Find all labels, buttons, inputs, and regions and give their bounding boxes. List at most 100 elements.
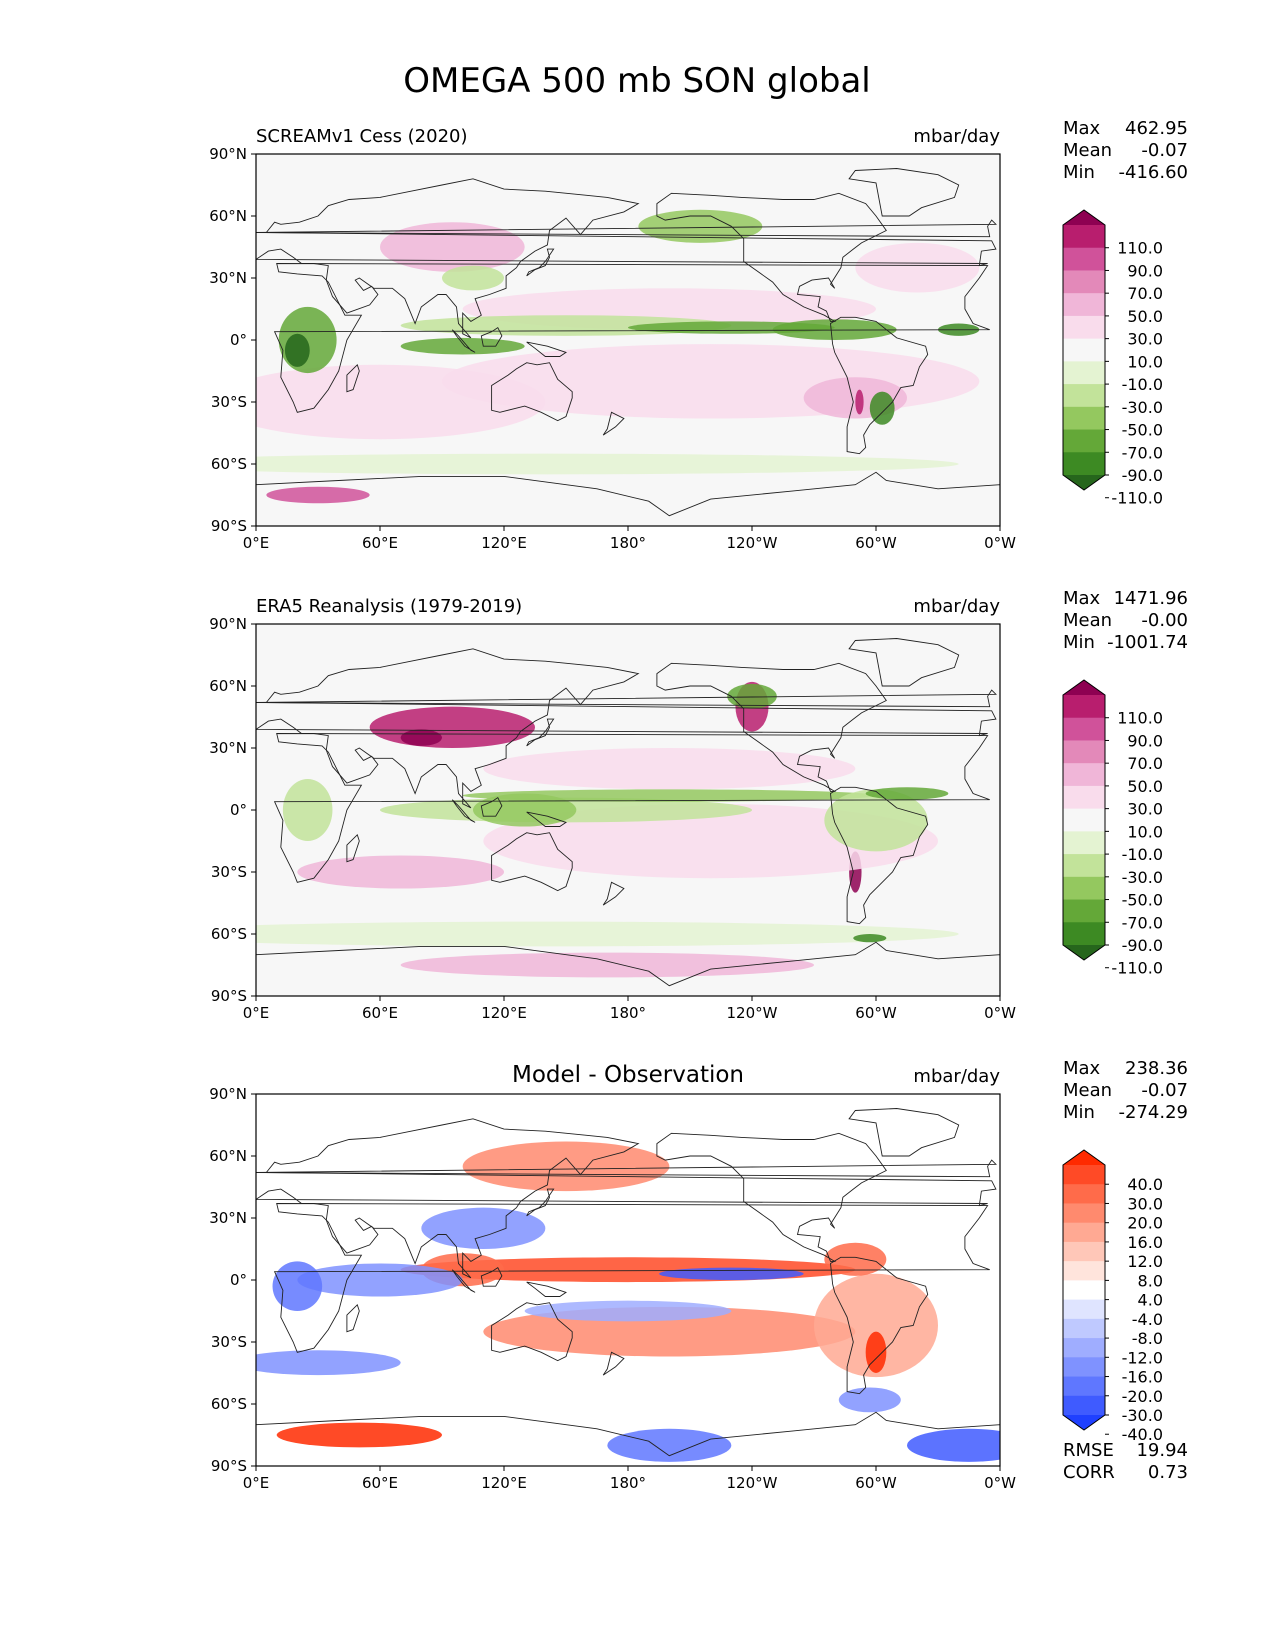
y-tick-label: 30°N xyxy=(209,269,247,287)
x-tick-label: 0°E xyxy=(243,1474,270,1492)
field-anomaly xyxy=(256,1350,401,1376)
coastline-sumatra xyxy=(451,799,476,823)
x-tick-label: 0°W xyxy=(984,1474,1016,1492)
colorbar-label: -70.0 xyxy=(1122,443,1163,462)
colorbar-extend-min xyxy=(1063,475,1105,490)
colorbar-segment xyxy=(1063,1165,1105,1185)
y-tick-label: 90°N xyxy=(209,1085,247,1103)
field-anomaly xyxy=(276,1422,442,1448)
field-diff xyxy=(256,1094,1000,1466)
colorbar-segment xyxy=(1063,315,1105,340)
y-tick-label: 90°S xyxy=(211,517,247,535)
x-tick-label: 120°W xyxy=(727,534,778,552)
coastline-eurasia xyxy=(256,1118,997,1279)
field-anomaly xyxy=(369,706,535,748)
stat-label-rmse: RMSE xyxy=(1063,1440,1114,1461)
field-anomaly xyxy=(824,789,928,852)
stat-label-min: Min xyxy=(1063,162,1095,183)
coastline-africa xyxy=(273,1203,990,1353)
stat-value-mean: -0.00 xyxy=(1141,610,1188,631)
colorbar-label: -50.0 xyxy=(1122,891,1163,910)
colorbar-extend-max xyxy=(1063,680,1105,695)
stat-label-min: Min xyxy=(1063,632,1095,653)
coastline-antarctica xyxy=(256,471,1000,526)
field-anomaly xyxy=(855,389,864,415)
colorbar-segment xyxy=(1063,922,1105,946)
field-anomaly xyxy=(297,855,504,889)
y-tick-label: 90°N xyxy=(209,145,247,163)
coastline-borneo xyxy=(480,1266,503,1287)
field-anomaly xyxy=(524,1300,732,1322)
field-anomaly xyxy=(907,1428,1000,1462)
coastline-australia xyxy=(491,832,573,892)
stat-value-rmse: 19.94 xyxy=(1136,1440,1188,1461)
field-anomaly xyxy=(462,789,876,802)
panel-left-title: ERA5 Reanalysis (1979-2019) xyxy=(256,596,522,617)
coastline-australia xyxy=(491,1302,573,1362)
colorbar-label: 40.0 xyxy=(1127,1175,1163,1194)
coastline-britain xyxy=(256,219,997,238)
coastline-north-america xyxy=(656,192,887,322)
colorbar-label: -110.0 xyxy=(1111,959,1163,978)
colorbar-label: -90.0 xyxy=(1122,936,1163,955)
colorbar-label: 30.0 xyxy=(1127,800,1163,819)
panel-obs: 0°E 60°E 120°E 180° 120°W 60°W 0°W 90°N 60°N 30°N… xyxy=(209,588,1188,1022)
field-anomaly xyxy=(772,319,897,340)
colorbar-segment xyxy=(1063,899,1105,923)
coastlines xyxy=(256,638,1000,996)
coastline-madagascar xyxy=(346,363,360,393)
stat-label-max: Max xyxy=(1063,118,1101,139)
y-tick-label: 30°N xyxy=(209,1209,247,1227)
coastline-new-zealand xyxy=(602,1351,625,1376)
panel-units: mbar/day xyxy=(913,1066,1000,1087)
field-anomaly xyxy=(421,1207,546,1250)
colorbar-label: -20.0 xyxy=(1122,1387,1163,1406)
colorbar-label: -30.0 xyxy=(1122,398,1163,417)
field-anomaly xyxy=(400,952,814,978)
coastline-antarctica xyxy=(256,1411,1000,1466)
field-anomaly xyxy=(853,934,887,943)
x-tick-label: 120°E xyxy=(481,1474,527,1492)
field-anomaly xyxy=(297,1263,463,1297)
colorbar-label: 4.0 xyxy=(1138,1291,1163,1310)
panel-model: 0°E 60°E 120°E 180° 120°W 60°W 0°W 90°N 60°N 30°N… xyxy=(209,118,1188,552)
coastline-africa xyxy=(273,733,990,883)
y-tick-label: 60°S xyxy=(211,1395,247,1413)
colorbar-obs: 110.0 90.0 70.0 50.0 30.0 10.0 -10.0 -30.0 -50.0… xyxy=(1062,679,1163,978)
colorbar-segment xyxy=(1063,876,1105,901)
x-tick-label: 60°W xyxy=(855,1474,897,1492)
coastline-japan xyxy=(526,718,555,747)
colorbar-segment xyxy=(1063,785,1105,810)
colorbar-label: -10.0 xyxy=(1122,375,1163,394)
colorbar-label: 110.0 xyxy=(1117,709,1163,728)
field-anomaly xyxy=(256,453,959,475)
colorbar-segment xyxy=(1063,1357,1105,1378)
x-tick-label: 120°E xyxy=(481,1004,527,1022)
field-anomaly xyxy=(256,921,959,947)
colorbar-segment xyxy=(1063,361,1105,385)
figure-title: OMEGA 500 mb SON global xyxy=(403,61,870,101)
coastline-madagascar xyxy=(346,833,360,863)
colorbar-label: 10.0 xyxy=(1127,352,1163,371)
colorbar-segment xyxy=(1063,1222,1105,1243)
colorbar-segment xyxy=(1063,1376,1105,1397)
field-anomaly xyxy=(814,1273,938,1378)
coastline-new-guinea xyxy=(526,811,568,827)
x-tick-label: 120°W xyxy=(727,1474,778,1492)
coastline-south-america xyxy=(830,316,929,455)
field-anomaly xyxy=(282,779,333,841)
coastline-britain xyxy=(256,689,997,708)
coastlines xyxy=(256,1108,1000,1466)
colorbar-label: -90.0 xyxy=(1122,466,1163,485)
coastline-australia xyxy=(491,362,573,422)
colorbar-label: -30.0 xyxy=(1122,868,1163,887)
colorbar-label: 90.0 xyxy=(1127,731,1163,750)
x-tick-label: 0°W xyxy=(984,1004,1016,1022)
stat-value-mean: -0.07 xyxy=(1141,1080,1188,1101)
stat-label-mean: Mean xyxy=(1063,1080,1112,1101)
coastline-greenland xyxy=(848,168,960,217)
colorbar-label: 30.0 xyxy=(1127,330,1163,349)
field-anomaly xyxy=(727,683,777,709)
coastline-sumatra xyxy=(451,329,476,353)
field-model xyxy=(256,154,1000,526)
